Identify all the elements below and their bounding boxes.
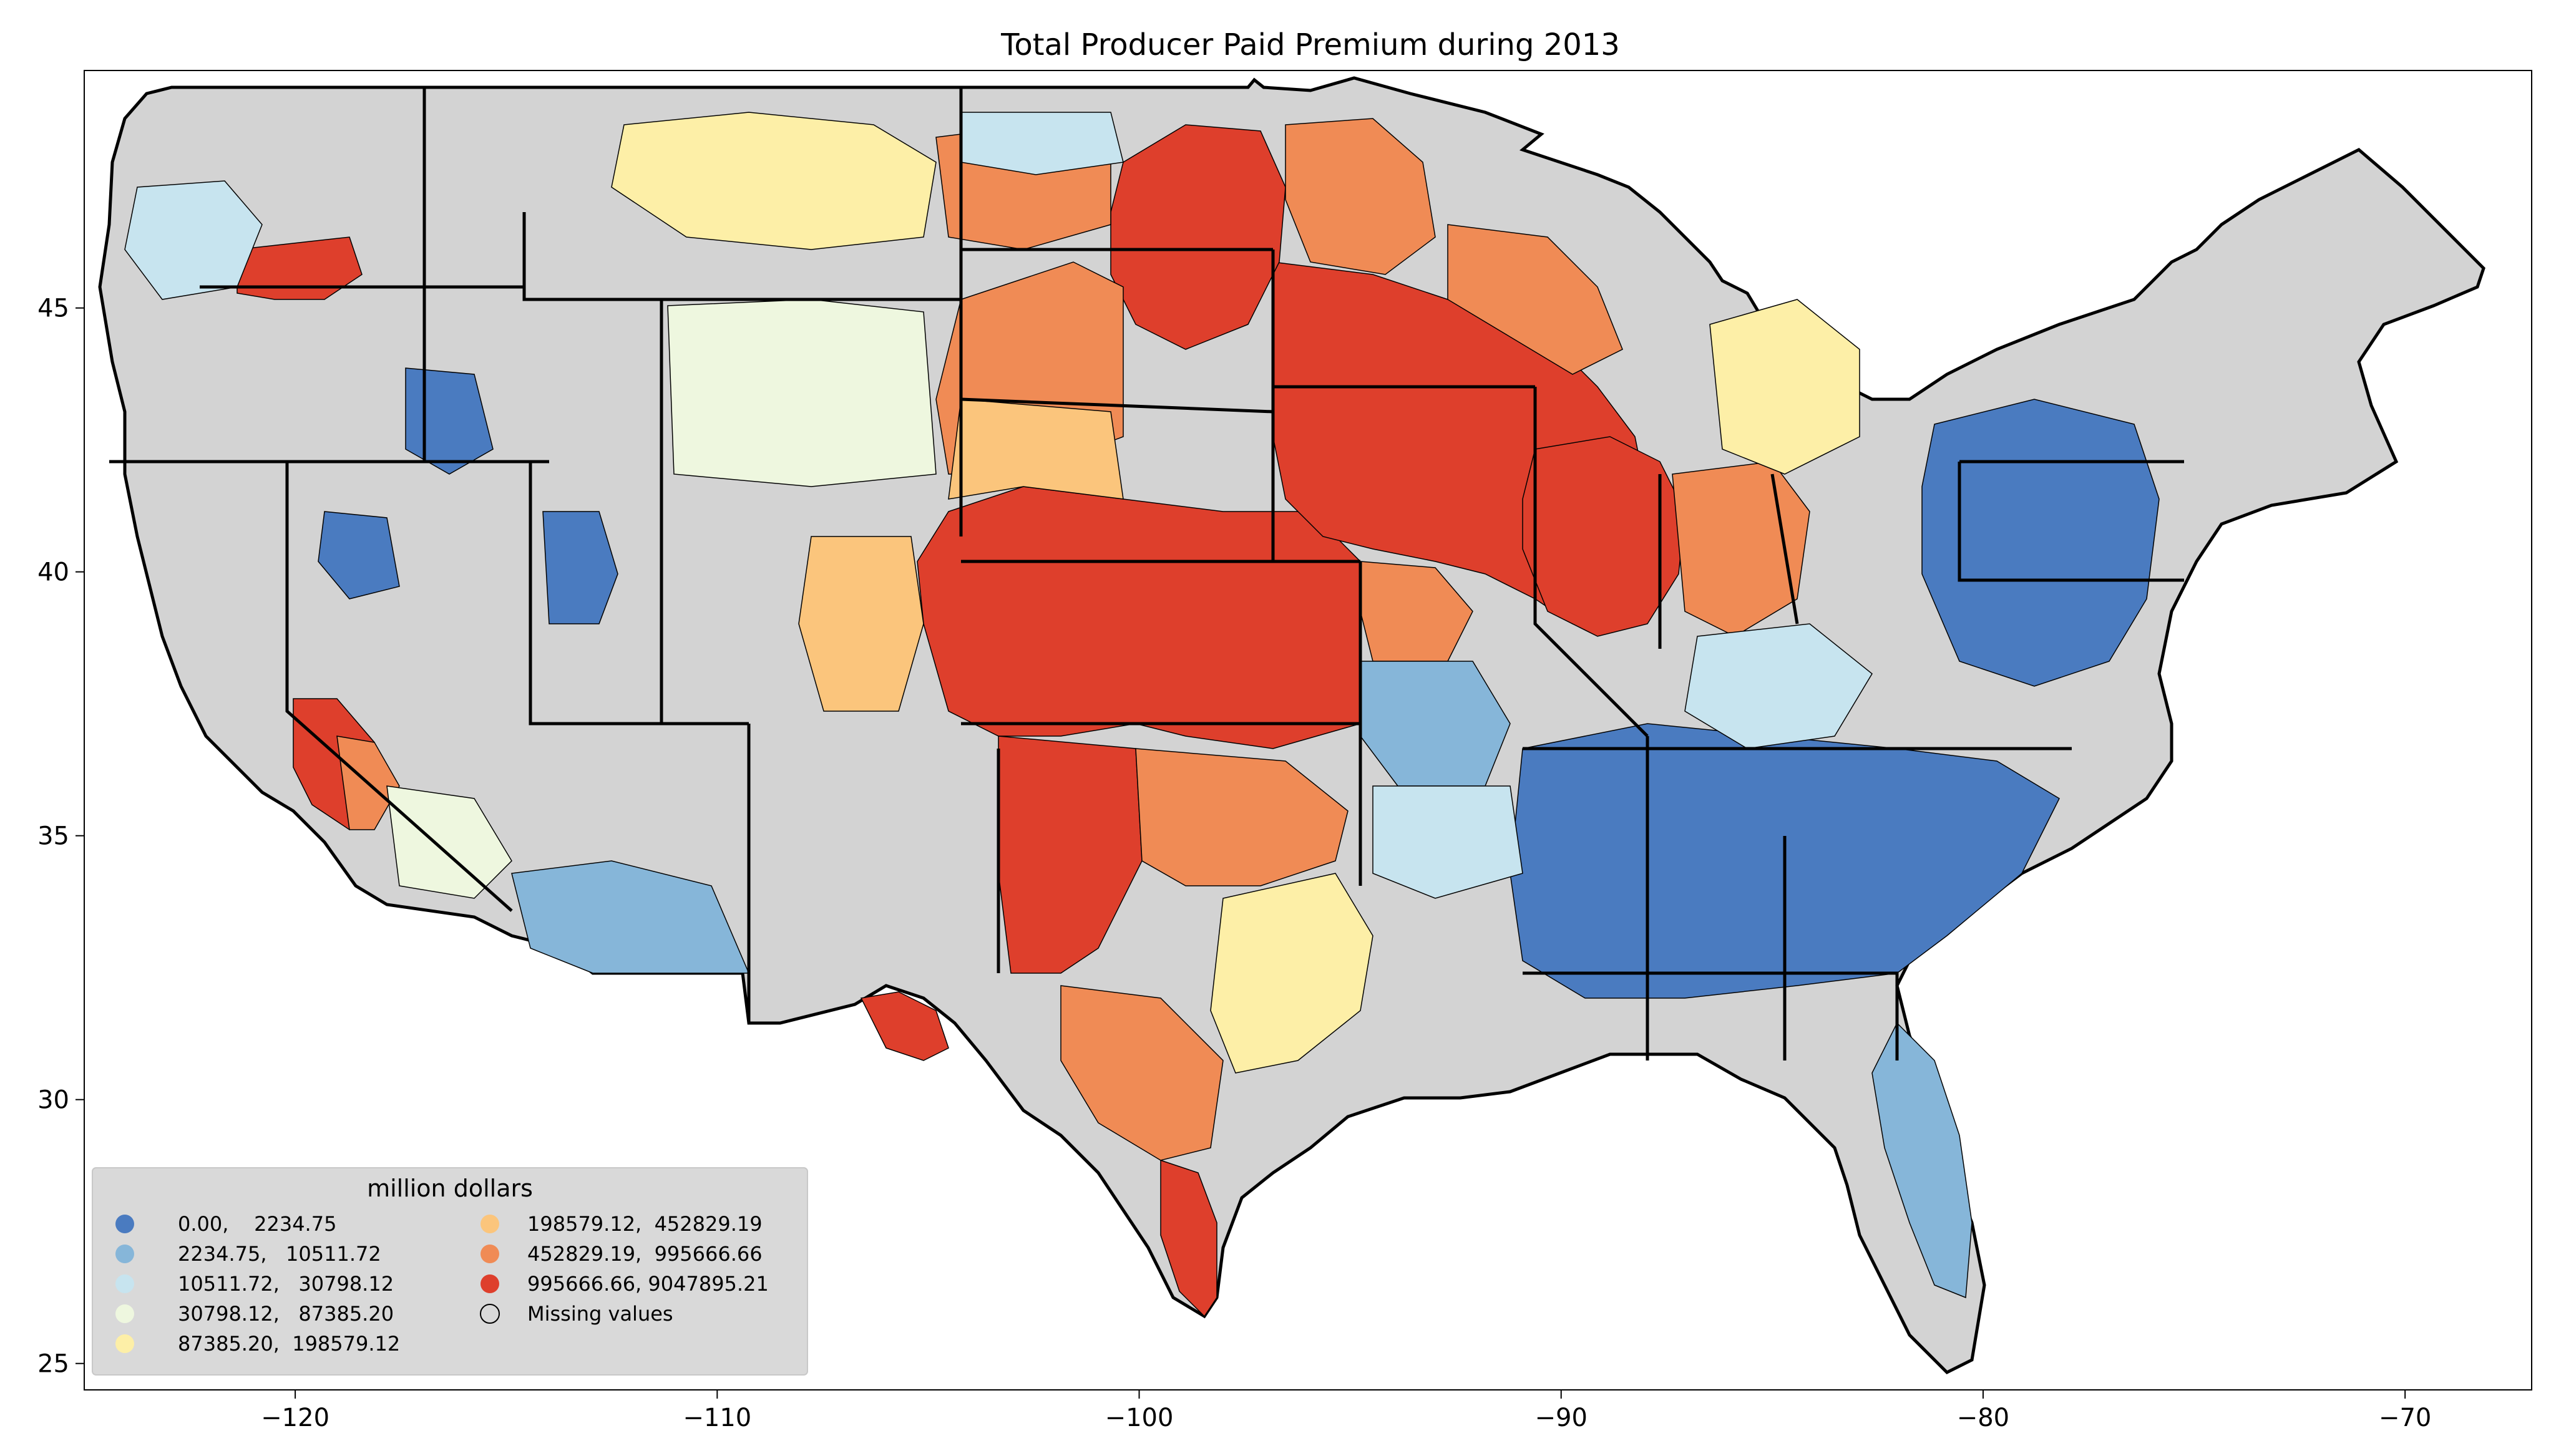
region-north-texas-orange [1135,748,1349,886]
legend-marker [480,1245,499,1263]
state-line [285,462,513,912]
region-utah-blue [542,511,618,624]
region-great-plains-high [917,486,1361,749]
legend-label: 2234.75, 10511.72 [178,1242,381,1266]
legend-label: 10511.72, 30798.12 [178,1272,394,1296]
y-tick-label: 45 [37,294,69,323]
map-title: Total Producer Paid Premium during 2013 [1000,27,1620,62]
region-west-texas-high [860,991,949,1061]
x-tick-label: −70 [2379,1404,2431,1432]
y-tick-label: 30 [37,1086,69,1115]
region-montana-yellow [611,112,937,250]
region-wisconsin-orange [1447,224,1623,375]
us-map [98,76,2485,1375]
y-tick-label: 35 [37,822,69,851]
y-tick-label: 40 [37,558,69,587]
x-tick-label: −120 [261,1404,329,1432]
legend-marker [115,1215,134,1233]
legend-label: 0.00, 2234.75 [178,1212,336,1236]
state-line [1533,387,1649,737]
x-tick-label: −100 [1105,1404,1174,1432]
region-kentucky-lightblue [1684,623,1873,749]
state-line [522,212,661,301]
x-tick-label: −110 [683,1404,751,1432]
legend-box [92,1167,808,1376]
region-dakotas-high [1110,124,1286,350]
region-arkansas-lightblue [1372,785,1523,899]
legend-marker [115,1245,134,1263]
x-tick-label: −90 [1535,1404,1588,1432]
region-appalachia-blue [1921,399,2160,687]
legend: million dollars 0.00, 2234.75 2234.75, 10… [92,1167,808,1376]
legend-marker [480,1274,499,1293]
region-south-texas-high [1160,1159,1217,1318]
region-wyoming-light [667,299,937,487]
legend-label: 87385.20, 198579.12 [178,1332,400,1356]
x-tick-label: −80 [1957,1404,2009,1432]
region-nevada-light [386,785,512,899]
state-line [1523,971,1899,1060]
legend-label: Missing values [527,1302,673,1326]
region-nevada-blue [318,511,400,599]
legend-label: 30798.12, 87385.20 [178,1302,394,1326]
x-axis: −120 −110 −100 −90 −80 −70 [261,1390,2431,1432]
legend-marker [480,1215,499,1233]
region-northdakota-lightblue [960,112,1124,175]
region-nebraska-yellow [948,399,1124,500]
region-gulf-texas-orange [1060,985,1224,1161]
legend-marker [115,1334,134,1353]
region-southwest-blue [511,860,750,974]
region-minnesota-orange [1285,118,1436,275]
state-line [1958,462,2184,582]
legend-marker [480,1304,500,1324]
legend-label: 198579.12, 452829.19 [527,1212,763,1236]
region-illinois-indiana-high [1522,436,1685,637]
state-line [529,462,749,726]
region-florida-blue [1871,1022,1973,1299]
state-line [1770,473,1799,624]
state-line [960,397,1274,414]
legend-entries: 0.00, 2234.75 2234.75, 10511.72 10511.72, … [115,1212,769,1356]
legend-title: million dollars [367,1175,533,1202]
legend-marker [115,1274,134,1293]
state-boundaries [109,87,2184,1060]
region-texas-yellow [1210,873,1373,1074]
region-michigan-yellow [1709,299,1860,475]
legend-label: 995666.66, 9047895.21 [527,1272,769,1296]
y-tick-label: 25 [37,1350,69,1379]
legend-marker [115,1304,134,1323]
y-axis: 25 30 35 40 45 [37,294,84,1379]
region-colorado-yellow [798,536,924,712]
legend-label: 452829.19, 995666.66 [527,1242,763,1266]
